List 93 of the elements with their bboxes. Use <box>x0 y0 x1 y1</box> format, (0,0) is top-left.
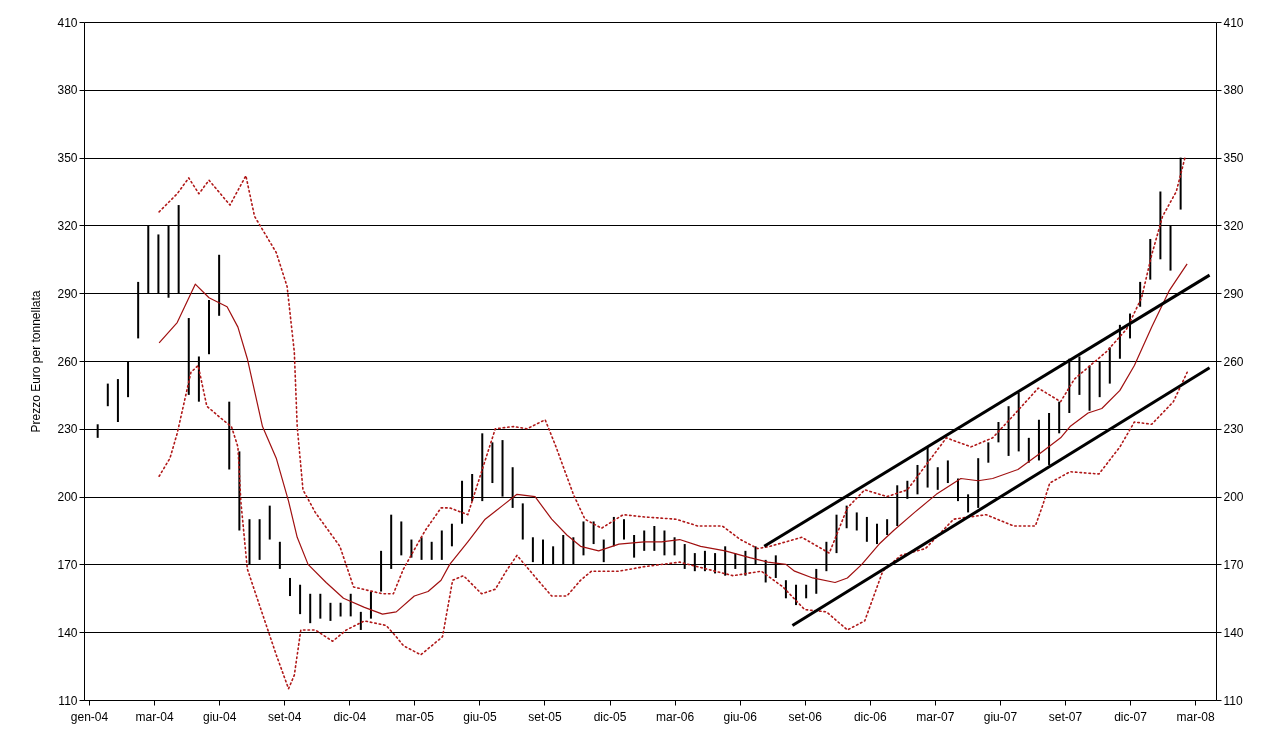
bar <box>835 514 838 554</box>
bar <box>349 593 352 617</box>
bar <box>208 299 211 355</box>
x-tick-label: dic-05 <box>593 709 627 724</box>
bar <box>258 519 261 560</box>
x-tick-label: mar-04 <box>135 709 174 724</box>
y-tick-label: 170 <box>57 557 78 572</box>
bar <box>531 537 534 563</box>
bar <box>663 530 666 556</box>
bar <box>592 521 595 545</box>
y2-tick-label: 350 <box>1223 151 1244 166</box>
y2-tick-label: 380 <box>1223 83 1244 98</box>
bar <box>268 505 271 540</box>
line-series <box>158 364 1188 690</box>
bar <box>511 467 514 508</box>
y-tick-label: 320 <box>57 218 78 233</box>
bar <box>602 539 605 563</box>
bar <box>1159 191 1162 260</box>
x-tick-label: set-07 <box>1048 709 1083 724</box>
y-axis-title: Prezzo Euro per tonnellata <box>29 290 44 433</box>
bar <box>815 568 818 594</box>
y2-tick-label: 260 <box>1223 354 1244 369</box>
bar <box>430 541 433 560</box>
y-tick-label: 110 <box>58 693 78 708</box>
x-tick-label: mar-08 <box>1176 709 1215 724</box>
x-tick-label: mar-07 <box>916 709 955 724</box>
bar <box>116 379 119 423</box>
bar <box>876 523 878 545</box>
bar <box>805 584 808 599</box>
bar <box>450 523 453 547</box>
y2-tick-label: 410 <box>1223 15 1244 30</box>
x-tick-label: set-04 <box>268 709 302 724</box>
bar <box>299 584 302 615</box>
x-tick-label: giu-07 <box>983 709 1018 724</box>
x-tick-label: set-05 <box>528 709 562 724</box>
line-series <box>158 263 1188 615</box>
y2-tick-label: 230 <box>1223 422 1244 437</box>
x-tick-label: mar-06 <box>656 709 695 724</box>
x-tick-label: dic-07 <box>1114 709 1148 724</box>
bar <box>582 521 585 556</box>
bar <box>916 464 919 495</box>
bar <box>288 577 291 597</box>
x-tick-label: dic-06 <box>853 709 887 724</box>
bar <box>1027 437 1030 463</box>
y2-tick-label: 320 <box>1223 218 1244 233</box>
x-tick-label: gen-04 <box>70 709 109 724</box>
bar <box>653 525 656 551</box>
bar <box>309 593 312 624</box>
y-tick-label: 230 <box>57 422 78 437</box>
bar <box>369 591 372 619</box>
bar <box>643 530 646 551</box>
x-tick-label: mar-05 <box>395 709 435 724</box>
bar <box>400 521 403 556</box>
bar <box>926 446 929 488</box>
bar <box>521 503 524 540</box>
line-series <box>158 156 1186 595</box>
y-tick-label: 290 <box>57 286 78 301</box>
bar <box>622 519 625 540</box>
bar <box>339 602 342 617</box>
bar <box>329 602 332 621</box>
bar <box>987 442 990 463</box>
y2-tick-label: 110 <box>1223 693 1243 708</box>
x-tick-label: set-06 <box>788 709 823 724</box>
bar <box>673 537 676 556</box>
y2-tick-label: 200 <box>1223 490 1244 505</box>
y-tick-label: 410 <box>57 15 78 30</box>
bar <box>420 537 423 560</box>
x-tick-label: giu-04 <box>202 709 237 724</box>
bar <box>440 530 443 560</box>
y-tick-label: 260 <box>57 354 78 369</box>
y-tick-label: 350 <box>57 151 78 166</box>
x-tick-label: dic-04 <box>333 709 367 724</box>
bar <box>936 467 939 490</box>
x-tick-label: giu-06 <box>723 709 758 724</box>
y-tick-label: 140 <box>57 625 78 640</box>
bar <box>784 580 787 599</box>
bar <box>946 460 949 484</box>
bar <box>633 535 636 558</box>
bar <box>795 584 798 606</box>
y2-tick-label: 170 <box>1223 557 1244 572</box>
bar <box>491 442 494 484</box>
bar <box>106 383 109 407</box>
bar <box>1088 365 1091 411</box>
y-tick-label: 200 <box>57 490 78 505</box>
bar <box>319 593 322 619</box>
y2-tick-label: 140 <box>1223 625 1244 640</box>
y-tick-label: 380 <box>57 83 78 98</box>
bar <box>855 512 858 531</box>
bar <box>886 519 889 536</box>
y2-tick-label: 290 <box>1223 286 1244 301</box>
bar <box>359 611 362 630</box>
bar <box>865 516 868 542</box>
x-tick-label: giu-05 <box>463 709 497 724</box>
